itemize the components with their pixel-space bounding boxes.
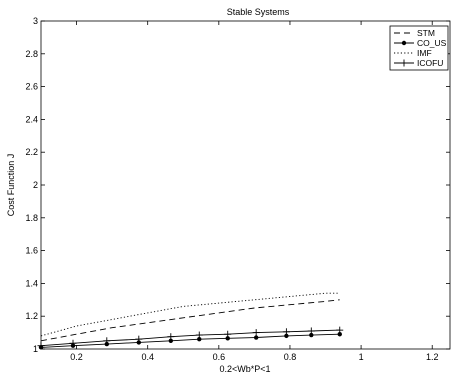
data-point: [195, 331, 203, 339]
y-tick-label: 2.6: [25, 82, 38, 92]
data-point: [337, 332, 342, 337]
data-point: [167, 333, 175, 341]
y-axis-ticks: 1 1.2 1.4 1.6 1.8 2 2.2 2.4 2.6 2.8 3: [25, 16, 450, 354]
series-imf: [40, 292, 340, 337]
x-tick-label: 0.4: [141, 352, 154, 362]
y-axis-label: Cost Function J: [6, 154, 16, 217]
series-line: [40, 333, 340, 348]
y-tick-label: 3: [33, 16, 38, 26]
y-tick-label: 1.4: [25, 278, 38, 288]
y-tick-label: 1: [33, 344, 38, 354]
legend-label: STM: [417, 28, 435, 38]
data-point: [309, 332, 314, 338]
data-point: [37, 342, 45, 350]
legend-entry: STM: [394, 28, 435, 38]
y-tick-label: 1.2: [25, 311, 38, 321]
legend-label: CO_US: [417, 38, 447, 48]
series-line: [40, 299, 340, 342]
legend-marker: [400, 59, 408, 67]
plot-area-frame: [40, 20, 451, 350]
data-point: [197, 336, 202, 342]
legend-entry: ICOFU: [394, 58, 443, 68]
series-stm: [40, 299, 340, 342]
data-point: [253, 335, 259, 340]
data-point: [284, 333, 289, 339]
data-point: [252, 329, 260, 337]
x-axis-label: 0.2<Wb*P<1: [219, 364, 270, 374]
data-point: [168, 338, 174, 343]
data-point: [224, 330, 232, 338]
x-tick-label: 0.2: [70, 352, 83, 362]
x-tick-label: 0.8: [284, 352, 297, 362]
y-tick-label: 2.8: [25, 49, 38, 59]
chart-title: Stable Systems: [227, 7, 290, 17]
y-tick-label: 1.8: [25, 213, 38, 223]
series-icofu: [37, 326, 344, 350]
x-axis-ticks: 0.2 0.4 0.6 0.8 1 1.2: [70, 21, 438, 362]
legend-label: IMF: [417, 48, 432, 58]
data-point: [307, 327, 315, 335]
data-point: [103, 337, 111, 345]
data-point: [135, 335, 143, 343]
y-tick-label: 2: [33, 180, 38, 190]
x-tick-label: 1.2: [426, 352, 439, 362]
data-point: [282, 328, 290, 336]
data-point: [336, 326, 344, 334]
x-tick-label: 1: [359, 352, 364, 362]
legend-entry: IMF: [394, 48, 432, 58]
legend-label: ICOFU: [417, 58, 443, 68]
series-line: [40, 292, 340, 337]
legend-entry: CO_US: [394, 38, 447, 48]
data-point: [69, 339, 77, 347]
series-layer: [37, 292, 344, 350]
legend-marker: [401, 40, 407, 46]
y-tick-label: 2.2: [25, 147, 38, 157]
y-tick-label: 1.6: [25, 246, 38, 256]
data-point: [225, 336, 230, 341]
x-tick-label: 0.6: [213, 352, 226, 362]
series-co-us: [38, 332, 342, 350]
y-tick-label: 2.4: [25, 114, 38, 124]
